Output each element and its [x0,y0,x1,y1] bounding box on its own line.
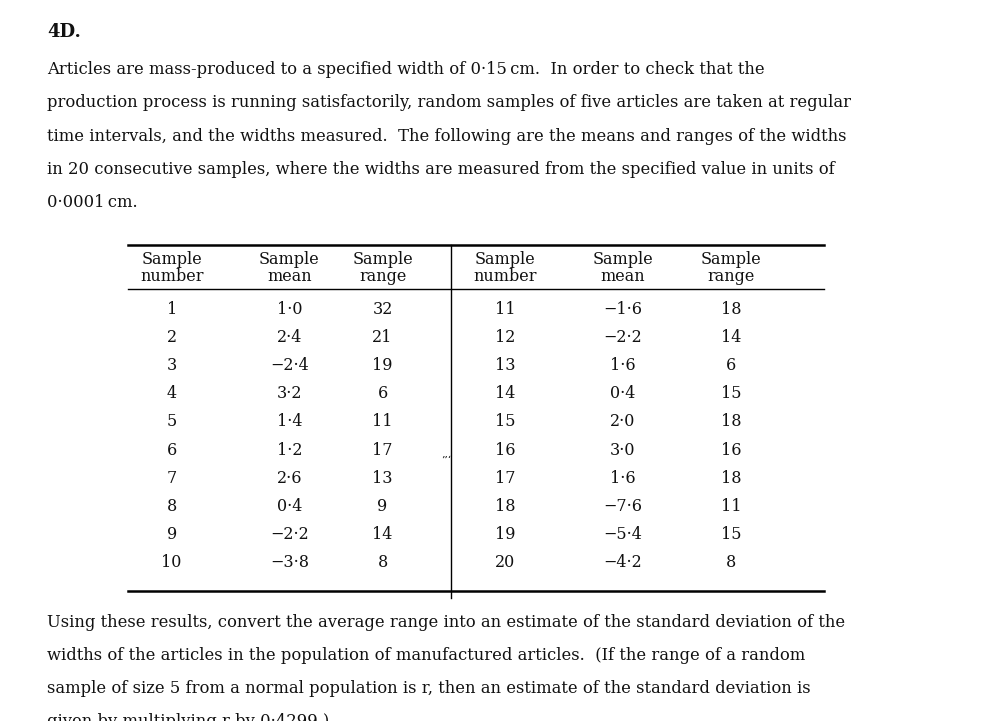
Text: range: range [359,267,406,285]
Text: 8: 8 [378,554,387,571]
Text: 0·0001 cm.: 0·0001 cm. [47,194,137,211]
Text: 13: 13 [495,357,515,374]
Text: 15: 15 [721,526,741,543]
Text: 6: 6 [726,357,736,374]
Text: −3·8: −3·8 [270,554,309,571]
Text: −2·4: −2·4 [270,357,309,374]
Text: 1: 1 [167,301,177,318]
Text: sample of size 5 from a normal population is r, then an estimate of the standard: sample of size 5 from a normal populatio… [47,680,810,697]
Text: 19: 19 [373,357,392,374]
Text: 32: 32 [373,301,392,318]
Text: 12: 12 [495,329,515,346]
Text: Sample: Sample [141,251,202,268]
Text: 11: 11 [495,301,515,318]
Text: −2·2: −2·2 [270,526,309,543]
Text: 18: 18 [495,497,515,515]
Text: 8: 8 [167,497,177,515]
Text: 10: 10 [162,554,181,571]
Text: 4D.: 4D. [47,23,81,41]
Text: 2·4: 2·4 [277,329,302,346]
Text: number: number [140,267,203,285]
Text: mean: mean [267,267,312,285]
Text: 15: 15 [721,385,741,402]
Text: given by multiplying r by 0·4299.): given by multiplying r by 0·4299.) [47,713,330,721]
Text: 0·4: 0·4 [610,385,636,402]
Text: −4·2: −4·2 [603,554,643,571]
Text: 15: 15 [495,413,515,430]
Text: 3·0: 3·0 [610,441,636,459]
Text: 8: 8 [726,554,736,571]
Text: −7·6: −7·6 [603,497,643,515]
Text: widths of the articles in the population of manufactured articles.  (If the rang: widths of the articles in the population… [47,647,805,664]
Text: Using these results, convert the average range into an estimate of the standard : Using these results, convert the average… [47,614,846,631]
Text: 1·6: 1·6 [610,357,636,374]
Text: 11: 11 [721,497,741,515]
Text: range: range [707,267,754,285]
Text: 14: 14 [495,385,515,402]
Text: 7: 7 [167,469,177,487]
Text: 1·0: 1·0 [277,301,302,318]
Text: Sample: Sample [475,251,536,268]
Text: Articles are mass-produced to a specified width of 0·15 cm.  In order to check t: Articles are mass-produced to a specifie… [47,61,765,78]
Text: ’’‘: ’’‘ [441,456,451,464]
Text: −5·4: −5·4 [603,526,643,543]
Text: Sample: Sample [259,251,320,268]
Text: production process is running satisfactorily, random samples of five articles ar: production process is running satisfacto… [47,94,852,111]
Text: 1·4: 1·4 [277,413,302,430]
Text: 9: 9 [378,497,387,515]
Text: 6: 6 [167,441,177,459]
Text: 3·2: 3·2 [277,385,302,402]
Text: Sample: Sample [593,251,653,268]
Text: 2·6: 2·6 [277,469,302,487]
Text: 18: 18 [721,469,741,487]
Text: 6: 6 [378,385,387,402]
Text: 4: 4 [167,385,177,402]
Text: 14: 14 [373,526,392,543]
Text: in 20 consecutive samples, where the widths are measured from the specified valu: in 20 consecutive samples, where the wid… [47,161,835,177]
Text: 5: 5 [167,413,177,430]
Text: −1·6: −1·6 [603,301,643,318]
Text: Sample: Sample [352,251,413,268]
Text: 18: 18 [721,413,741,430]
Text: 1·6: 1·6 [610,469,636,487]
Text: 19: 19 [495,526,515,543]
Text: time intervals, and the widths measured.  The following are the means and ranges: time intervals, and the widths measured.… [47,128,847,144]
Text: 0·4: 0·4 [277,497,302,515]
Text: 18: 18 [721,301,741,318]
Text: 20: 20 [495,554,515,571]
Text: 17: 17 [495,469,515,487]
Text: −2·2: −2·2 [603,329,643,346]
Text: 2: 2 [167,329,177,346]
Text: 21: 21 [373,329,392,346]
Text: 16: 16 [495,441,515,459]
Text: 9: 9 [167,526,177,543]
Text: number: number [474,267,537,285]
Text: 17: 17 [373,441,392,459]
Text: 16: 16 [721,441,741,459]
Text: 1·2: 1·2 [277,441,302,459]
Text: 11: 11 [373,413,392,430]
Text: Sample: Sample [700,251,761,268]
Text: 3: 3 [167,357,177,374]
Text: 13: 13 [373,469,392,487]
Text: mean: mean [600,267,645,285]
Text: 14: 14 [721,329,741,346]
Text: 2·0: 2·0 [610,413,636,430]
